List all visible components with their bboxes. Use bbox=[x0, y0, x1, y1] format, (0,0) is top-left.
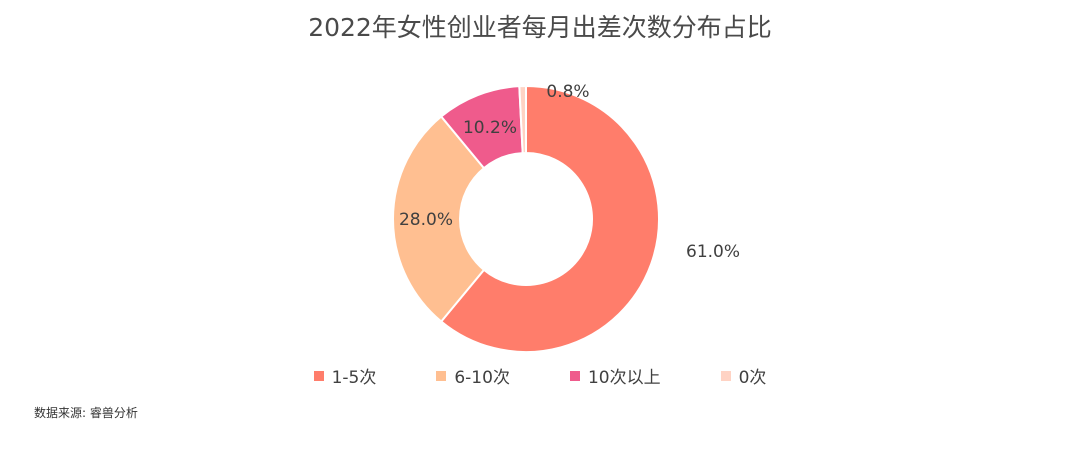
legend-label: 10次以上 bbox=[587, 368, 661, 388]
legend-label: 1-5次 bbox=[331, 368, 377, 388]
data-label-1-5: 61.0% bbox=[686, 242, 740, 262]
slice-6-10[interactable] bbox=[392, 115, 486, 323]
legend-swatch bbox=[569, 370, 580, 381]
legend-swatch bbox=[436, 370, 447, 381]
legend-label: 6-10次 bbox=[454, 368, 510, 388]
legend-swatch bbox=[720, 370, 731, 381]
legend: 1-5次 6-10次 10次以上 0次 bbox=[0, 363, 1080, 388]
data-label-0: 0.8% bbox=[546, 82, 589, 102]
legend-item-10-plus[interactable]: 10次以上 bbox=[569, 363, 661, 388]
data-source-note: 数据来源: 睿兽分析 bbox=[34, 406, 138, 420]
data-label-6-10: 28.0% bbox=[399, 210, 453, 230]
legend-item-1-5[interactable]: 1-5次 bbox=[313, 363, 377, 388]
legend-swatch bbox=[313, 370, 324, 381]
slice-1-5[interactable] bbox=[439, 84, 660, 353]
legend-item-0[interactable]: 0次 bbox=[720, 363, 767, 388]
slice-0[interactable] bbox=[518, 84, 527, 155]
chart-title: 2022年女性创业者每月出差次数分布占比 bbox=[308, 13, 772, 42]
data-label-10-plus: 10.2% bbox=[463, 118, 517, 138]
legend-item-6-10[interactable]: 6-10次 bbox=[436, 363, 510, 388]
legend-label: 0次 bbox=[738, 368, 767, 388]
